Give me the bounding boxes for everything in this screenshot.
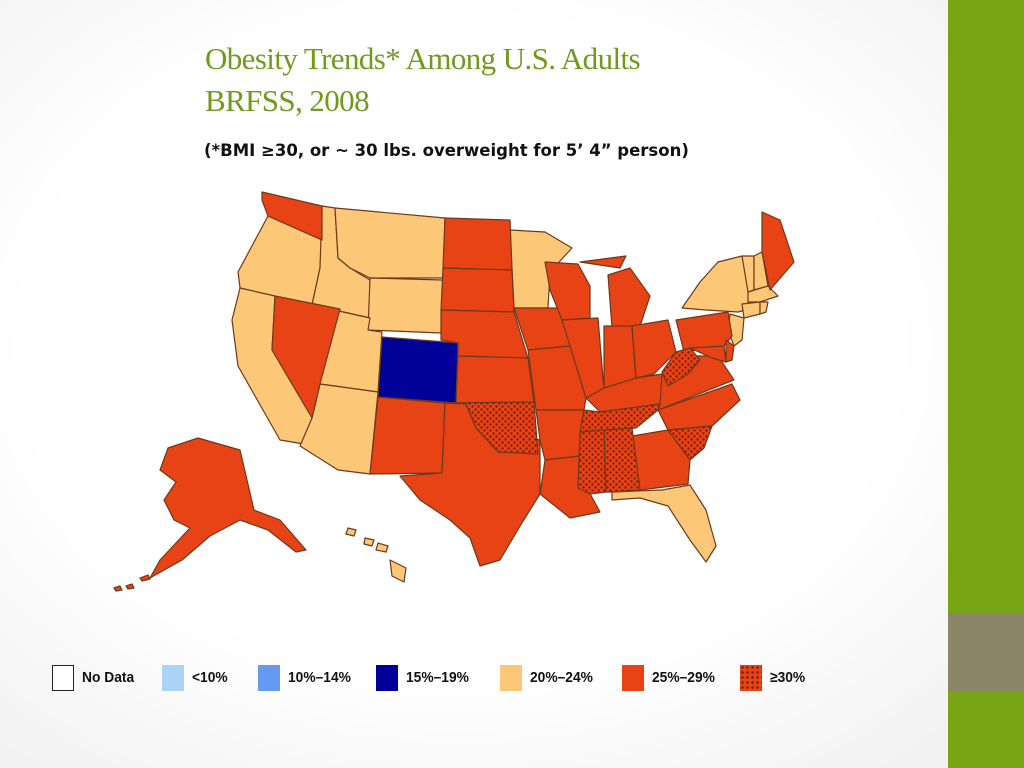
slide-subtitle: (*BMI ≥30, or ~ 30 lbs. overweight for 5… xyxy=(204,141,689,160)
state-ohio xyxy=(631,319,677,379)
sidebar-accent-gray xyxy=(948,613,1024,691)
state-rhode-island xyxy=(759,301,769,315)
slide-title: Obesity Trends* Among U.S. Adults BRFSS,… xyxy=(205,38,641,122)
state-hawaii xyxy=(345,527,407,583)
state-new-mexico xyxy=(369,396,446,475)
state-colorado xyxy=(377,336,459,404)
legend-label: <10% xyxy=(192,669,228,686)
state-alaska xyxy=(149,437,307,579)
legend-label: No Data xyxy=(82,669,135,686)
state-wyoming xyxy=(367,277,444,334)
legend-swatch xyxy=(376,665,398,691)
state-west-virginia xyxy=(661,347,701,387)
state-florida xyxy=(611,484,717,563)
state-michigan xyxy=(579,255,651,329)
title-line-2: BRFSS, 2008 xyxy=(205,83,370,118)
legend-swatch xyxy=(740,665,762,691)
state-alabama xyxy=(603,427,641,493)
state-delaware xyxy=(725,339,735,363)
state-indiana xyxy=(603,325,637,389)
state-south-dakota xyxy=(440,267,515,313)
state-arkansas xyxy=(535,409,585,461)
state-maine xyxy=(761,211,795,291)
legend-label: 15%–19% xyxy=(406,669,469,686)
state-south-carolina xyxy=(667,425,713,461)
state-connecticut xyxy=(741,301,761,319)
state-north-carolina xyxy=(657,383,741,431)
legend-label: 25%–29% xyxy=(652,669,715,686)
state-missouri xyxy=(527,345,587,411)
title-line-1: Obesity Trends* Among U.S. Adults xyxy=(205,41,641,76)
state-washington xyxy=(261,191,323,241)
legend-swatch xyxy=(162,665,184,691)
legend-swatch xyxy=(52,665,74,691)
legend-label: ≥30% xyxy=(770,669,806,686)
legend-label: 10%–14% xyxy=(288,669,351,686)
state-north-dakota xyxy=(442,217,513,271)
legend-label: 20%–24% xyxy=(530,669,593,686)
map-legend: No Data <10% 10%–14% 15%–19% 20%–24% 25%–29% ≥… xyxy=(0,662,940,696)
state-alaska-aleutians xyxy=(113,574,151,592)
state-nevada xyxy=(271,295,341,419)
legend-swatch xyxy=(258,665,280,691)
legend-swatch xyxy=(622,665,644,691)
state-montana xyxy=(334,207,446,279)
state-mississippi xyxy=(577,429,607,495)
legend-swatch xyxy=(500,665,522,691)
state-kansas xyxy=(455,355,535,404)
us-obesity-map xyxy=(113,191,795,592)
state-oklahoma xyxy=(444,401,539,455)
